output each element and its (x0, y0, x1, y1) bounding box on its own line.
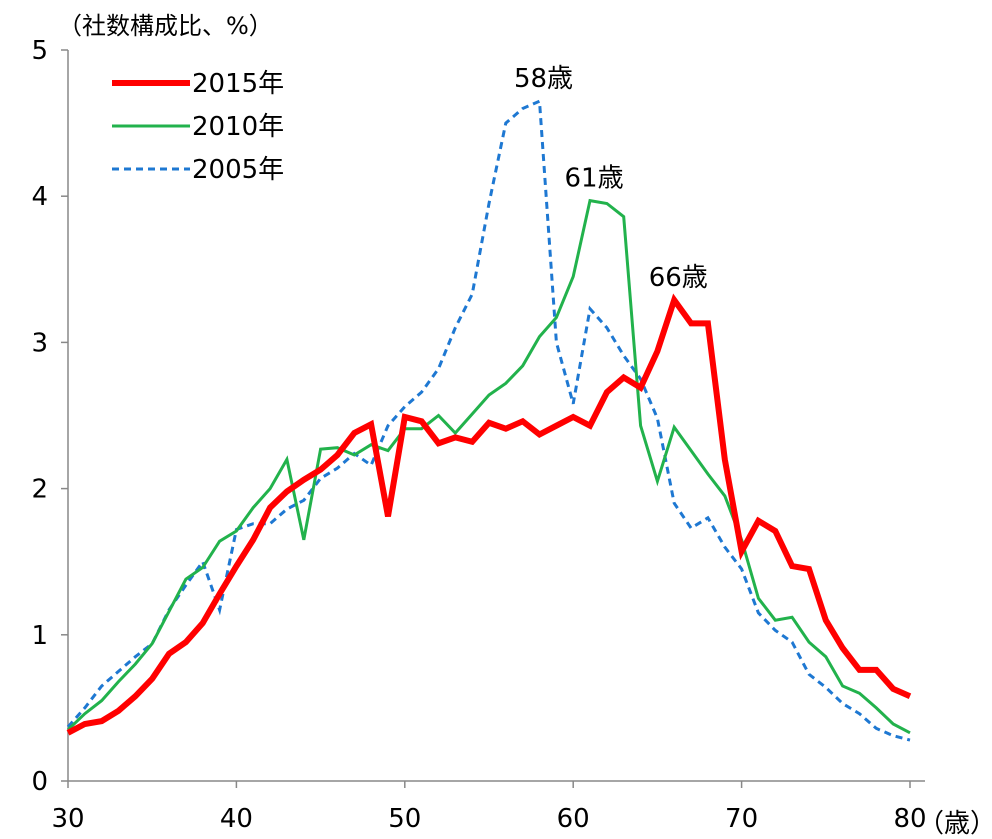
series-line-2015年 (66, 293, 912, 736)
annotations: 58歳 61歳 66歳 (514, 64, 708, 293)
y-tick-label: 5 (31, 36, 48, 66)
x-tick-label: 60 (557, 804, 590, 834)
x-tick-label: 70 (725, 804, 758, 834)
series-layer (66, 98, 912, 742)
series-line-2010年 (66, 198, 911, 735)
y-tick-label: 3 (31, 328, 48, 358)
legend-label: 2010年 (192, 112, 284, 142)
x-tick-label: 50 (388, 804, 421, 834)
y-tick-label: 0 (31, 767, 48, 797)
y-axis-label: （社数構成比、%） (58, 12, 273, 40)
x-tick-label: 80 (893, 804, 926, 834)
x-axis-label: （歳） (918, 809, 992, 835)
peak-annotation: 66歳 (649, 263, 708, 293)
y-tick-label: 2 (31, 475, 48, 505)
x-tick-label: 40 (220, 804, 253, 834)
peak-annotation: 61歳 (564, 164, 623, 194)
legend: 2015年 2010年 2005年 (112, 69, 284, 185)
y-tick-label: 1 (31, 621, 48, 651)
y-tick-label: 4 (31, 182, 48, 212)
series-line-2005年 (66, 98, 911, 742)
legend-label: 2015年 (192, 69, 284, 99)
peak-annotation: 58歳 (514, 64, 573, 94)
legend-label: 2005年 (192, 155, 284, 185)
axes: 0 1 2 3 4 5 30 40 50 60 70 80 (31, 36, 926, 834)
x-tick-label: 30 (51, 804, 84, 834)
